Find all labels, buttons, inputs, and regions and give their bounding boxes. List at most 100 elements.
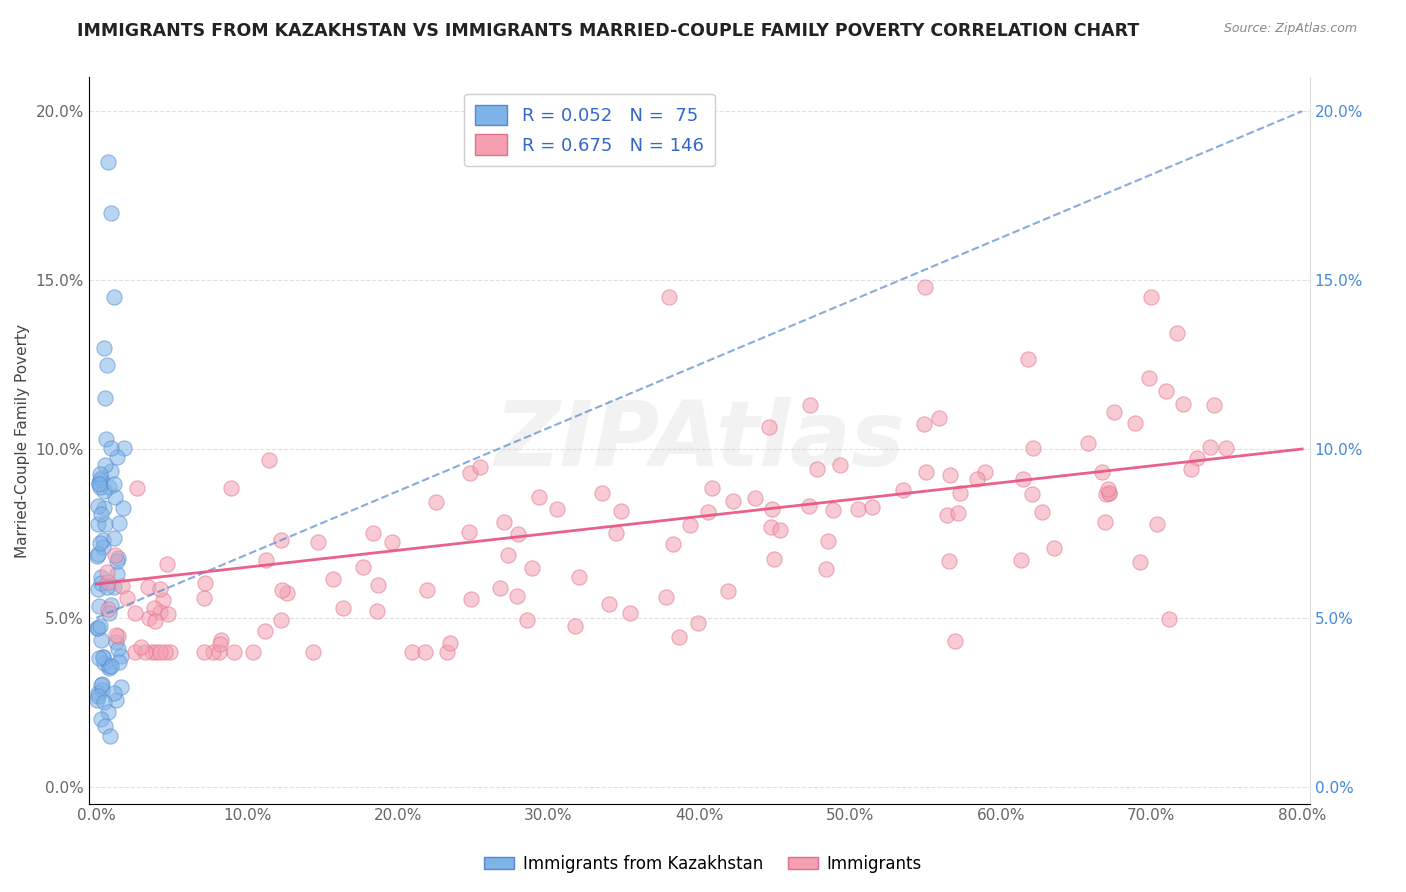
- Point: [458, 525, 481, 540]
- Point: [914, 465, 936, 479]
- Point: [86, 693, 108, 707]
- Point: [89, 619, 111, 633]
- Point: [105, 693, 128, 707]
- Point: [90, 576, 112, 591]
- Point: [806, 462, 828, 476]
- Point: [529, 490, 551, 504]
- Point: [799, 398, 821, 412]
- Point: [97, 480, 120, 494]
- Point: [817, 534, 839, 549]
- Point: [891, 483, 914, 497]
- Point: [142, 600, 165, 615]
- Point: [90, 678, 112, 692]
- Point: [679, 518, 702, 533]
- Point: [1043, 541, 1066, 555]
- Point: [87, 686, 110, 700]
- Point: [193, 645, 215, 659]
- Point: [1180, 462, 1202, 476]
- Point: [209, 633, 232, 648]
- Point: [124, 606, 146, 620]
- Point: [1202, 398, 1225, 412]
- Point: [489, 581, 512, 595]
- Point: [86, 547, 108, 561]
- Point: [103, 290, 125, 304]
- Point: [1097, 483, 1119, 497]
- Point: [912, 417, 935, 431]
- Point: [658, 290, 681, 304]
- Point: [846, 502, 869, 516]
- Point: [93, 501, 115, 516]
- Point: [87, 517, 110, 532]
- Point: [98, 606, 121, 620]
- Point: [363, 526, 385, 541]
- Point: [112, 441, 135, 455]
- Point: [87, 621, 110, 635]
- Point: [1199, 440, 1222, 454]
- Point: [352, 560, 374, 574]
- Point: [1098, 485, 1121, 500]
- Point: [96, 432, 118, 446]
- Point: [107, 566, 129, 581]
- Point: [974, 465, 997, 479]
- Text: IMMIGRANTS FROM KAZAKHSTAN VS IMMIGRANTS MARRIED-COUPLE FAMILY POVERTY CORRELATI: IMMIGRANTS FROM KAZAKHSTAN VS IMMIGRANTS…: [77, 22, 1140, 40]
- Point: [508, 527, 530, 541]
- Point: [758, 419, 780, 434]
- Point: [86, 689, 108, 703]
- Point: [90, 471, 112, 485]
- Point: [94, 517, 117, 532]
- Point: [111, 579, 134, 593]
- Point: [89, 477, 111, 491]
- Point: [100, 598, 122, 612]
- Point: [1094, 515, 1116, 529]
- Point: [97, 575, 120, 590]
- Point: [201, 645, 224, 659]
- Point: [1010, 552, 1032, 566]
- Point: [152, 593, 174, 607]
- Point: [470, 459, 492, 474]
- Point: [1077, 436, 1099, 450]
- Point: [1173, 397, 1195, 411]
- Point: [1022, 441, 1045, 455]
- Point: [103, 686, 125, 700]
- Point: [860, 500, 883, 514]
- Point: [946, 506, 969, 520]
- Point: [1215, 441, 1237, 455]
- Point: [107, 641, 129, 656]
- Point: [568, 570, 591, 584]
- Point: [1021, 487, 1043, 501]
- Point: [98, 659, 121, 673]
- Point: [136, 580, 159, 594]
- Point: [103, 531, 125, 545]
- Point: [98, 661, 121, 675]
- Point: [103, 477, 125, 491]
- Point: [124, 645, 146, 659]
- Point: [1157, 612, 1180, 626]
- Point: [1098, 486, 1121, 500]
- Point: [696, 505, 718, 519]
- Point: [219, 481, 242, 495]
- Point: [506, 589, 529, 603]
- Point: [366, 604, 388, 618]
- Point: [86, 549, 108, 563]
- Point: [381, 535, 404, 549]
- Point: [1102, 405, 1125, 419]
- Point: [458, 466, 481, 480]
- Point: [591, 486, 613, 500]
- Point: [193, 591, 215, 606]
- Point: [401, 645, 423, 659]
- Point: [307, 535, 329, 549]
- Point: [914, 280, 936, 294]
- Point: [439, 635, 461, 649]
- Point: [744, 491, 766, 506]
- Point: [564, 619, 586, 633]
- Point: [93, 656, 115, 670]
- Point: [723, 494, 745, 508]
- Point: [945, 634, 967, 648]
- Point: [496, 548, 519, 562]
- Point: [270, 533, 292, 547]
- Y-axis label: Married-Couple Family Poverty: Married-Couple Family Poverty: [15, 324, 30, 558]
- Point: [425, 494, 447, 508]
- Point: [89, 480, 111, 494]
- Point: [208, 645, 231, 659]
- Text: ZIPAtlas: ZIPAtlas: [494, 397, 904, 484]
